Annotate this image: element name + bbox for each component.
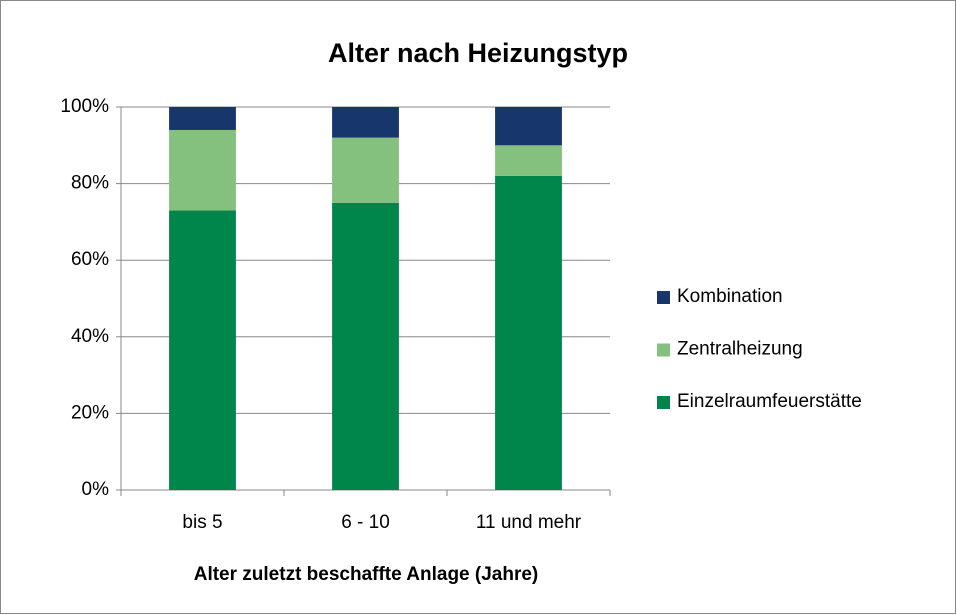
bar-segment <box>169 107 236 130</box>
bar-segment <box>332 137 399 203</box>
x-axis-title: Alter zuletzt beschaffte Anlage (Jahre) <box>194 564 539 585</box>
y-tick-label: 20% <box>71 402 109 423</box>
x-tick-label: 11 und mehr <box>476 512 582 533</box>
bar-segment <box>169 210 236 490</box>
y-tick-label: 40% <box>71 326 109 347</box>
legend-label: Kombination <box>677 286 783 307</box>
legend-swatch <box>657 396 670 409</box>
bar-segment <box>332 202 399 490</box>
bar-segment <box>495 175 562 490</box>
bar-segment <box>495 107 562 146</box>
bar-segment <box>332 107 399 138</box>
x-tick-label: 6 - 10 <box>341 512 390 533</box>
chart-title: Alter nach Heizungstyp <box>328 38 628 68</box>
x-tick-label: bis 5 <box>182 512 222 533</box>
bar-segment <box>495 145 562 176</box>
y-tick-label: 80% <box>71 173 109 194</box>
y-tick-label: 0% <box>82 479 110 500</box>
bar-segment <box>169 129 236 211</box>
legend-label: Einzelraumfeuerstätte <box>677 391 862 412</box>
legend-swatch <box>657 343 670 357</box>
y-tick-label: 100% <box>60 96 109 117</box>
legend-label: Zentralheizung <box>677 339 803 360</box>
legend-swatch <box>657 291 670 304</box>
y-tick-label: 60% <box>71 249 109 270</box>
